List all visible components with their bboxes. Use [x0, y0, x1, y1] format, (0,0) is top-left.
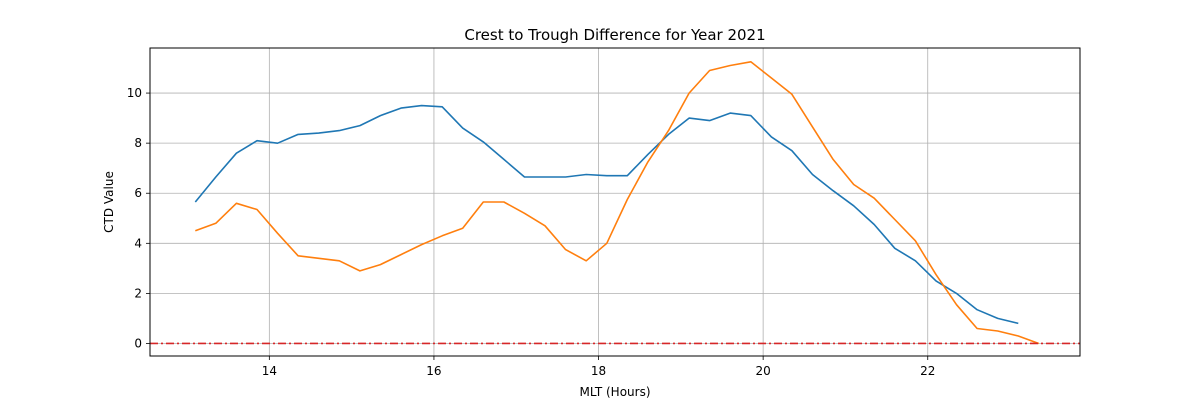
y-tick-label: 0 [134, 336, 142, 350]
y-ticks: 0 2 4 6 8 10 [127, 86, 150, 350]
y-tick-label: 8 [134, 136, 142, 150]
series-line-2 [195, 60, 1040, 345]
x-tick-label: 20 [756, 364, 771, 378]
grid [150, 48, 1080, 356]
series-line-1 [194, 104, 1019, 325]
y-tick-label: 10 [127, 86, 142, 100]
x-tick-label: 22 [920, 364, 935, 378]
x-tick-label: 18 [591, 364, 606, 378]
plot-frame [149, 47, 1081, 357]
x-tick-label: 16 [426, 364, 441, 378]
x-axis-label: MLT (Hours) [579, 385, 650, 399]
chart-title: Crest to Trough Difference for Year 2021 [464, 26, 765, 44]
y-tick-label: 4 [134, 236, 142, 250]
x-tick-label: 14 [262, 364, 277, 378]
y-axis-label: CTD Value [102, 171, 116, 233]
x-ticks: 14 16 18 20 22 [262, 356, 935, 378]
y-tick-label: 6 [134, 186, 142, 200]
series-group [194, 60, 1040, 345]
y-tick-label: 2 [134, 286, 142, 300]
